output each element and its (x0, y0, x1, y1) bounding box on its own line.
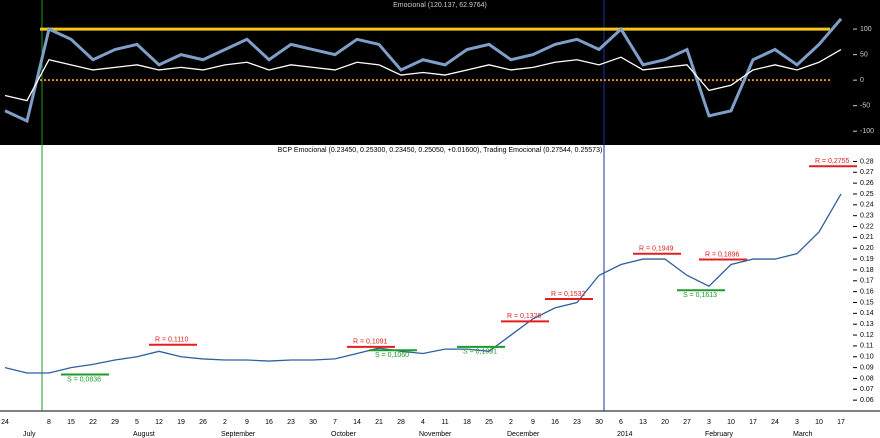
y-tick-label: 0.16 (860, 288, 874, 295)
y-tick-label: 0.19 (860, 256, 874, 263)
level-label: S = 0,1091 (463, 349, 497, 356)
x-tick-label: 13 (639, 419, 647, 426)
x-tick-label: 11 (441, 419, 448, 426)
level-label: R = 0,1896 (705, 251, 740, 258)
x-tick-label: 16 (551, 419, 559, 426)
y-tick-label: 0.24 (860, 202, 874, 209)
x-tick-label: 5 (135, 419, 139, 426)
x-tick-label: 25 (485, 419, 493, 426)
month-label: October (331, 431, 357, 438)
y-tick-label: 0.11 (860, 343, 873, 350)
y-tick-label: 0.21 (860, 234, 874, 241)
y-tick-label: 0.27 (860, 169, 874, 176)
x-tick-label: 10 (815, 419, 823, 426)
x-tick-label: 15 (67, 419, 75, 426)
oscillator-title: Emocional (120.137, 62.9764) (393, 2, 487, 9)
y-tick-label: 0.18 (860, 267, 874, 274)
x-tick-label: 14 (353, 419, 361, 426)
level-label: R = 0,1091 (353, 339, 388, 346)
series-line (4, 48, 842, 102)
y-tick-label: 0.07 (860, 386, 874, 393)
month-label: November (419, 431, 452, 438)
month-label: March (793, 431, 813, 438)
y-tick-label: 0.28 (860, 158, 874, 165)
month-label: September (221, 431, 256, 438)
level-label: S = 0,1060 (375, 352, 409, 359)
y-tick-label: 0.17 (860, 278, 874, 285)
x-tick-label: 24 (1, 419, 9, 426)
x-tick-label: 3 (707, 419, 711, 426)
x-tick-label: 18 (463, 419, 471, 426)
series-line (4, 17, 843, 124)
price-title: BCP Emocional (0.23450, 0.25300, 0.23450… (278, 147, 603, 154)
level-label: R = 0,1949 (639, 246, 674, 253)
x-tick-label: 3 (795, 419, 799, 426)
x-tick-label: 8 (47, 419, 51, 426)
y-tick-label: 0.15 (860, 299, 874, 306)
y-tick-label: 0.08 (860, 375, 874, 382)
y-tick-label: -50 (860, 103, 870, 110)
month-label: July (23, 431, 36, 438)
x-tick-label: 7 (333, 419, 337, 426)
level-label: R = 0,1110 (155, 337, 189, 344)
y-tick-label: 0.20 (860, 245, 874, 252)
x-tick-label: 10 (727, 419, 735, 426)
x-tick-label: 23 (287, 419, 295, 426)
x-tick-label: 29 (111, 419, 119, 426)
x-tick-label: 30 (595, 419, 603, 426)
level-label: S = 0,1613 (683, 292, 717, 299)
month-label: August (133, 431, 155, 438)
y-tick-label: 0.06 (860, 397, 874, 404)
y-tick-label: -100 (860, 128, 874, 135)
y-tick-label: 0.23 (860, 213, 874, 220)
month-label: December (507, 431, 540, 438)
x-tick-label: 16 (265, 419, 273, 426)
level-label: S = 0,0836 (67, 376, 101, 383)
x-tick-label: 17 (837, 419, 845, 426)
y-tick-label: 0.14 (860, 310, 874, 317)
y-tick-label: 0.09 (860, 364, 874, 371)
x-tick-label: 4 (421, 419, 425, 426)
x-tick-label: 24 (771, 419, 779, 426)
y-tick-label: 50 (860, 51, 868, 58)
y-tick-label: 0 (860, 77, 864, 84)
price-panel (0, 145, 880, 411)
x-tick-label: 19 (177, 419, 185, 426)
x-tick-label: 12 (155, 419, 163, 426)
y-tick-label: 0.25 (860, 191, 874, 198)
y-tick-label: 100 (860, 26, 872, 33)
x-tick-label: 21 (375, 419, 383, 426)
x-tick-label: 28 (397, 419, 405, 426)
month-label: 2014 (617, 431, 633, 438)
x-tick-label: 17 (749, 419, 757, 426)
y-tick-label: 0.26 (860, 180, 874, 187)
y-tick-label: 0.13 (860, 321, 874, 328)
x-tick-label: 9 (245, 419, 249, 426)
month-label: February (705, 431, 734, 438)
x-tick-label: 6 (619, 419, 623, 426)
level-label: R = 0,1326 (507, 313, 542, 320)
level-label: R = 0,1532 (551, 291, 586, 298)
x-tick-label: 2 (509, 419, 513, 426)
x-tick-label: 9 (531, 419, 535, 426)
y-tick-label: 0.12 (860, 332, 874, 339)
x-tick-label: 22 (89, 419, 97, 426)
y-tick-label: 0.10 (860, 354, 874, 361)
x-tick-label: 23 (573, 419, 581, 426)
x-tick-label: 2 (223, 419, 227, 426)
level-label: R = 0,2755 (815, 158, 850, 165)
x-tick-label: 30 (309, 419, 317, 426)
y-tick-label: 0.22 (860, 223, 874, 230)
x-tick-label: 26 (199, 419, 207, 426)
x-tick-label: 27 (683, 419, 691, 426)
series-line (4, 193, 842, 374)
oscillator-panel (0, 0, 880, 145)
x-tick-label: 20 (661, 419, 669, 426)
